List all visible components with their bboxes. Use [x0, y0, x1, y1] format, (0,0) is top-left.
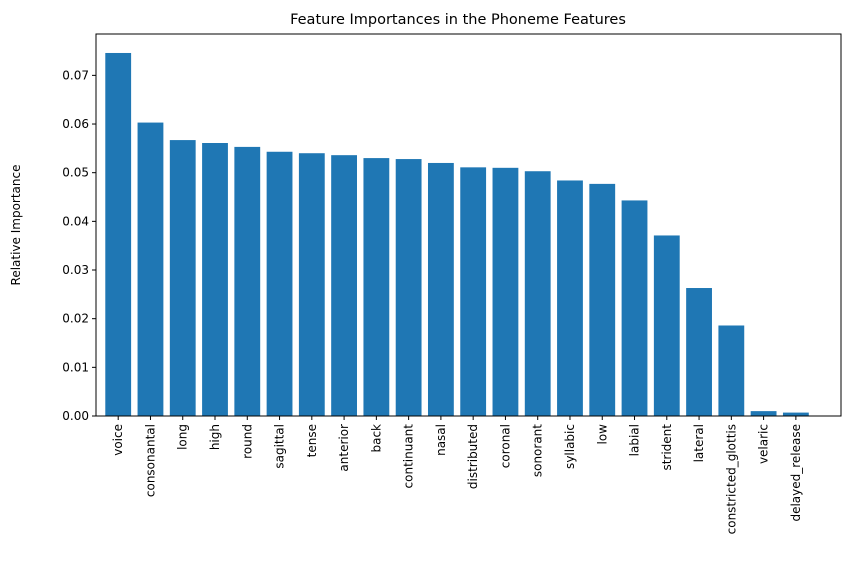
x-tick-label: velaric: [757, 424, 771, 464]
bar-anterior: [331, 155, 357, 417]
y-tick-label: 0.05: [62, 166, 89, 180]
y-tick-label: 0.04: [62, 214, 89, 228]
bar-tense: [298, 153, 325, 416]
x-tick-label: round: [240, 424, 254, 459]
y-tick-label: 0.03: [62, 263, 89, 277]
x-tick-label: syllabic: [563, 424, 577, 469]
x-tick-label: sagittal: [273, 424, 287, 469]
x-tick-label: anterior: [337, 424, 351, 472]
bar-sonorant: [524, 171, 551, 416]
bar-voice: [105, 52, 132, 416]
y-axis-ticks: 0.00 0.01 0.02 0.03 0.04 0.05 0.06 0.07: [62, 68, 96, 423]
y-tick-label: 0.06: [62, 117, 89, 131]
bar-consonantal: [137, 122, 164, 416]
x-tick-label: coronal: [498, 424, 512, 468]
x-tick-label: strident: [660, 424, 674, 471]
x-tick-label: low: [595, 424, 609, 445]
y-tick-label: 0.07: [62, 68, 89, 82]
bar-round: [234, 146, 261, 416]
bar-constricted-glottis: [718, 325, 745, 416]
bar-high: [202, 143, 228, 416]
plot-frame: [95, 33, 842, 417]
x-tick-label: back: [369, 424, 383, 453]
x-tick-label: continuant: [402, 424, 416, 489]
x-tick-label: delayed_release: [789, 424, 803, 522]
y-axis-label: Relative Importance: [9, 165, 23, 286]
bar-velaric: [750, 411, 777, 416]
x-tick-label: voice: [111, 424, 125, 456]
y-tick-label: 0.01: [62, 360, 89, 374]
x-tick-label: sonorant: [531, 424, 545, 477]
bar-strident: [653, 235, 680, 416]
bar-continuant: [395, 159, 422, 416]
x-tick-label: consonantal: [143, 424, 157, 497]
x-tick-label: lateral: [692, 424, 706, 462]
bar-back: [363, 158, 390, 416]
y-tick-label: 0.02: [62, 312, 89, 326]
bar-nasal: [427, 162, 454, 416]
x-axis-ticks: voice consonantal long high round sagittal ten…: [111, 416, 803, 534]
bar-coronal: [492, 167, 519, 416]
bar-long: [169, 140, 196, 416]
bar-syllabic: [557, 180, 583, 416]
x-tick-label: distributed: [466, 424, 480, 489]
bar-delayed-release: [782, 412, 809, 416]
x-tick-label: tense: [305, 424, 319, 457]
bar-low: [589, 183, 616, 416]
chart-title: Feature Importances in the Phoneme Featu…: [290, 12, 626, 28]
x-tick-label: nasal: [434, 424, 448, 456]
y-tick-label: 0.00: [62, 409, 89, 423]
x-tick-label: high: [208, 424, 222, 450]
bar-labial: [621, 200, 648, 416]
bar-lateral: [686, 288, 712, 416]
bar-distributed: [460, 167, 487, 416]
x-tick-label: labial: [628, 424, 642, 456]
x-tick-label: constricted_glottis: [724, 424, 738, 534]
bars-group: [105, 52, 809, 417]
bar-sagittal: [266, 151, 293, 416]
x-tick-label: long: [176, 424, 190, 450]
